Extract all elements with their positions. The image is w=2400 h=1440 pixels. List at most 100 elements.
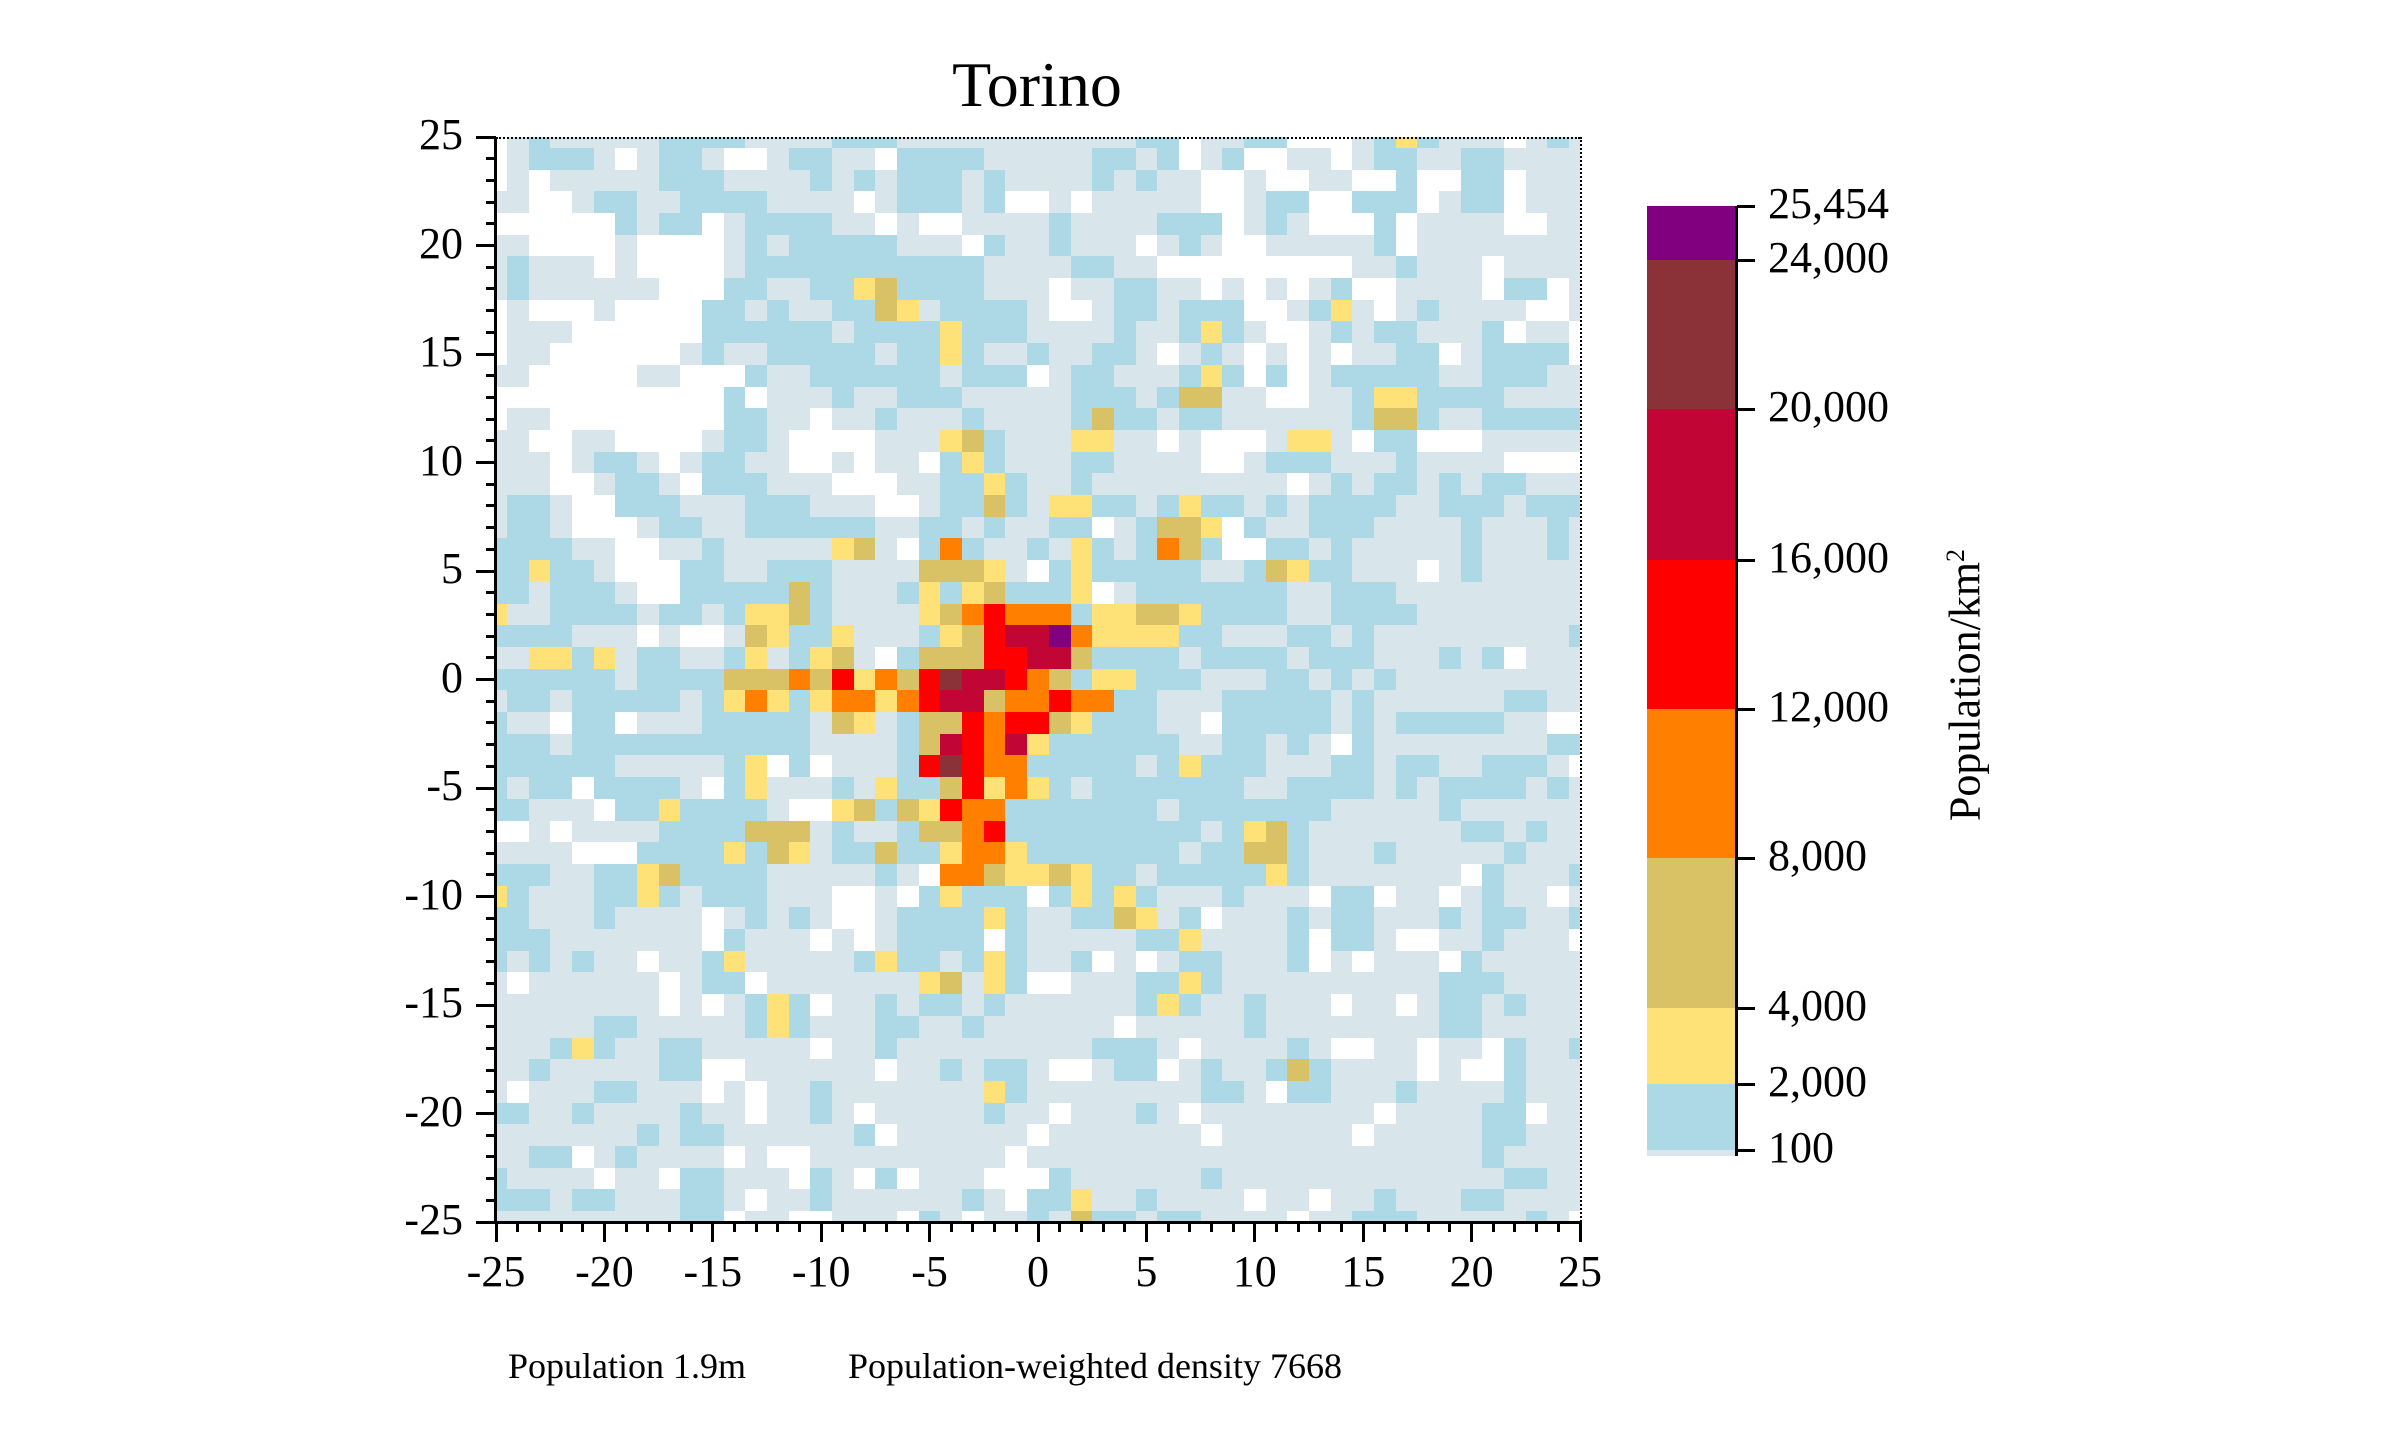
x-tick xyxy=(624,1222,628,1232)
heatmap-cell xyxy=(636,1211,660,1222)
heatmap-cell xyxy=(1547,690,1571,714)
heatmap-cell xyxy=(788,538,812,562)
heatmap-cell xyxy=(550,994,574,1018)
heatmap-cell xyxy=(506,1189,530,1213)
heatmap-cell xyxy=(1178,972,1202,996)
y-tick xyxy=(486,330,496,334)
heatmap-cell xyxy=(1525,625,1549,649)
heatmap-cell xyxy=(832,842,856,866)
heatmap-cell xyxy=(496,256,508,280)
heatmap-cell xyxy=(701,451,725,475)
heatmap-cell xyxy=(1157,343,1181,367)
heatmap-cell xyxy=(636,603,660,627)
heatmap-cell xyxy=(745,321,769,345)
heatmap-cell xyxy=(940,1037,964,1061)
heatmap-cell xyxy=(1070,625,1094,649)
heatmap-cell xyxy=(810,429,834,453)
heatmap-cell xyxy=(832,1146,856,1170)
heatmap-cell xyxy=(1265,1124,1289,1148)
heatmap-cell xyxy=(1352,1211,1376,1222)
heatmap-cell xyxy=(506,712,530,736)
heatmap-cell xyxy=(1200,690,1224,714)
heatmap-cell xyxy=(1200,603,1224,627)
heatmap-cell xyxy=(496,1059,508,1083)
heatmap-cell xyxy=(745,137,769,149)
heatmap-cell xyxy=(853,364,877,388)
heatmap-cell xyxy=(636,299,660,323)
colorbar-band xyxy=(1647,858,1737,1008)
heatmap-cell xyxy=(875,538,899,562)
heatmap-cell xyxy=(1157,863,1181,887)
heatmap-cell xyxy=(940,495,964,519)
heatmap-cell xyxy=(853,408,877,432)
heatmap-cell xyxy=(658,1059,682,1083)
heatmap-cell xyxy=(1569,581,1580,605)
heatmap-cell xyxy=(636,690,660,714)
colorbar-tick xyxy=(1737,1006,1755,1010)
heatmap-cell xyxy=(1525,1059,1549,1083)
heatmap-cell xyxy=(1157,169,1181,193)
heatmap-cell xyxy=(680,603,704,627)
heatmap-cell xyxy=(1113,581,1137,605)
heatmap-cell xyxy=(1569,495,1580,519)
heatmap-cell xyxy=(723,1211,747,1222)
heatmap-cell xyxy=(1547,386,1571,410)
heatmap-cell xyxy=(723,169,747,193)
heatmap-cell xyxy=(1178,386,1202,410)
heatmap-cell xyxy=(528,798,552,822)
heatmap-cell xyxy=(1222,929,1246,953)
heatmap-cell xyxy=(528,408,552,432)
heatmap-cell xyxy=(983,777,1007,801)
heatmap-cell xyxy=(745,147,769,171)
heatmap-cell xyxy=(1460,147,1484,171)
heatmap-cell xyxy=(1287,429,1311,453)
heatmap-cell xyxy=(918,495,942,519)
heatmap-cell xyxy=(1092,798,1116,822)
heatmap-cell xyxy=(1135,755,1159,779)
heatmap-cell xyxy=(1027,712,1051,736)
heatmap-cell xyxy=(1092,1189,1116,1213)
x-tick xyxy=(1188,1222,1192,1232)
y-tick xyxy=(486,916,496,920)
heatmap-cell xyxy=(723,212,747,236)
heatmap-cell xyxy=(658,137,682,149)
heatmap-cell xyxy=(1525,994,1549,1018)
heatmap-cell xyxy=(1178,538,1202,562)
heatmap-cell xyxy=(1200,212,1224,236)
heatmap-cell xyxy=(1222,777,1246,801)
heatmap-cell xyxy=(1417,668,1441,692)
colorbar-band xyxy=(1647,409,1737,560)
heatmap-cell xyxy=(1070,473,1094,497)
heatmap-cell xyxy=(1287,299,1311,323)
heatmap-cell xyxy=(1460,755,1484,779)
heatmap-cell xyxy=(788,386,812,410)
heatmap-cell xyxy=(1200,137,1224,149)
heatmap-cell xyxy=(528,712,552,736)
heatmap-cell xyxy=(1135,343,1159,367)
heatmap-cell xyxy=(1222,603,1246,627)
heatmap-cell xyxy=(528,386,552,410)
heatmap-cell xyxy=(528,343,552,367)
heatmap-cell xyxy=(810,646,834,670)
heatmap-cell xyxy=(1178,1080,1202,1104)
colorbar-tick-label: 2,000 xyxy=(1768,1057,1867,1106)
heatmap-cell xyxy=(1243,994,1267,1018)
heatmap-cell xyxy=(1482,364,1506,388)
heatmap-cell xyxy=(658,256,682,280)
heatmap-cell xyxy=(983,343,1007,367)
heatmap-cell xyxy=(1482,646,1506,670)
heatmap-cell xyxy=(1547,1037,1571,1061)
heatmap-cell xyxy=(1287,1167,1311,1191)
heatmap-cell xyxy=(636,885,660,909)
heatmap-cell xyxy=(1178,560,1202,584)
heatmap-cell xyxy=(636,820,660,844)
heatmap-cell xyxy=(897,1102,921,1126)
heatmap-cell xyxy=(1504,1080,1528,1104)
heatmap-cell xyxy=(550,1124,574,1148)
heatmap-cell xyxy=(962,972,986,996)
heatmap-cell xyxy=(496,137,508,149)
heatmap-cell xyxy=(1200,733,1224,757)
heatmap-cell xyxy=(1504,191,1528,215)
heatmap-cell xyxy=(918,1102,942,1126)
heatmap-cell xyxy=(723,137,747,149)
